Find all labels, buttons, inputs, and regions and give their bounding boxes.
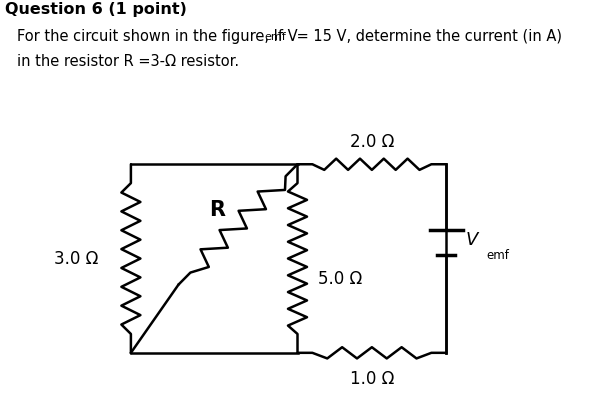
- Text: in the resistor R =3-Ω resistor.: in the resistor R =3-Ω resistor.: [17, 54, 239, 69]
- Text: V: V: [465, 231, 478, 249]
- Text: 1.0 Ω: 1.0 Ω: [350, 370, 394, 388]
- Text: = 15 V, determine the current (in A): = 15 V, determine the current (in A): [292, 29, 562, 44]
- Text: emf: emf: [487, 249, 509, 261]
- Text: 2.0 Ω: 2.0 Ω: [350, 133, 394, 152]
- Text: emf: emf: [264, 32, 286, 42]
- Text: For the circuit shown in the figure, If V: For the circuit shown in the figure, If …: [17, 29, 298, 44]
- Text: Question 6 (1 point): Question 6 (1 point): [5, 2, 187, 17]
- Text: 5.0 Ω: 5.0 Ω: [318, 270, 362, 287]
- Text: 3.0 Ω: 3.0 Ω: [54, 249, 98, 268]
- Text: R: R: [209, 200, 225, 221]
